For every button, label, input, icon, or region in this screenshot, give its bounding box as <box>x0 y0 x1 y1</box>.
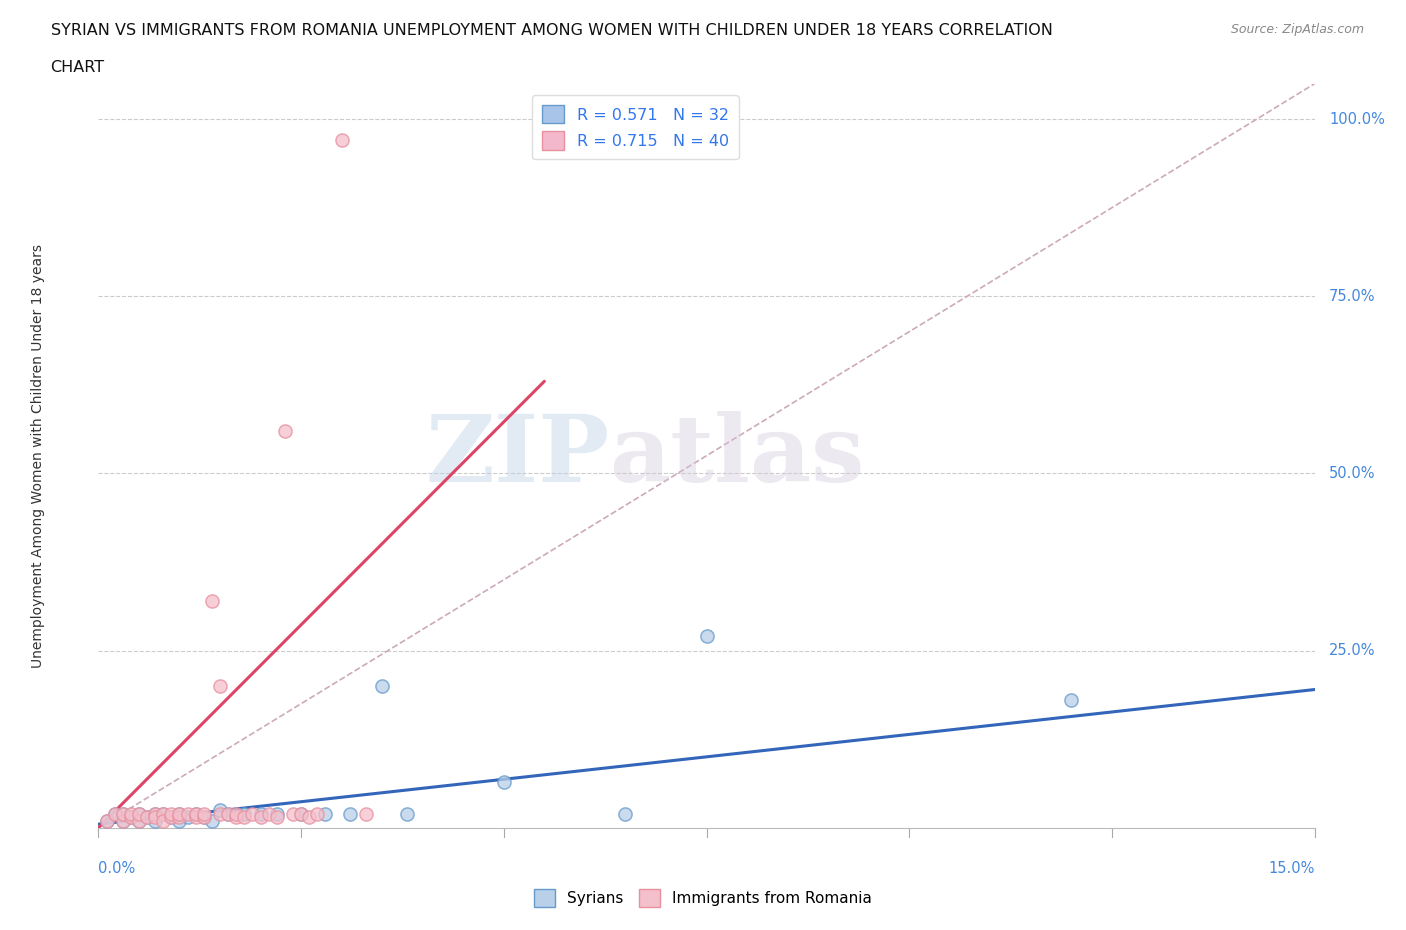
Point <box>136 810 159 825</box>
Point <box>274 423 297 438</box>
Point <box>143 806 166 821</box>
Point <box>111 813 134 828</box>
Point <box>225 806 247 821</box>
Point <box>209 806 232 821</box>
Text: SYRIAN VS IMMIGRANTS FROM ROMANIA UNEMPLOYMENT AMONG WOMEN WITH CHILDREN UNDER 1: SYRIAN VS IMMIGRANTS FROM ROMANIA UNEMPL… <box>51 23 1053 38</box>
Point <box>152 813 174 828</box>
Point <box>696 629 718 644</box>
Point <box>614 806 637 821</box>
Point <box>152 806 174 821</box>
Point <box>128 813 150 828</box>
Point <box>209 679 232 694</box>
Text: 15.0%: 15.0% <box>1268 861 1315 876</box>
Point <box>120 806 142 821</box>
Point <box>242 806 264 821</box>
Point <box>169 810 191 825</box>
Point <box>143 813 166 828</box>
Point <box>96 813 118 828</box>
Point <box>169 806 191 821</box>
Point <box>314 806 336 821</box>
Point <box>371 679 394 694</box>
Point <box>152 806 174 821</box>
Point <box>160 806 183 821</box>
Point <box>290 806 312 821</box>
Point <box>201 593 224 608</box>
Point <box>104 806 127 821</box>
Point <box>209 803 232 817</box>
Legend: R = 0.571   N = 32, R = 0.715   N = 40: R = 0.571 N = 32, R = 0.715 N = 40 <box>531 96 738 159</box>
Text: 25.0%: 25.0% <box>1329 643 1375 658</box>
Text: 0.0%: 0.0% <box>98 861 135 876</box>
Point <box>298 810 321 825</box>
Point <box>111 806 134 821</box>
Text: CHART: CHART <box>51 60 104 75</box>
Point <box>395 806 418 821</box>
Point <box>339 806 361 821</box>
Point <box>266 806 288 821</box>
Point <box>184 806 207 821</box>
Point <box>120 810 142 825</box>
Point <box>354 806 377 821</box>
Point <box>217 806 239 821</box>
Point <box>128 806 150 821</box>
Point <box>169 813 191 828</box>
Point <box>193 810 215 825</box>
Point <box>136 810 159 825</box>
Text: 100.0%: 100.0% <box>1329 112 1385 126</box>
Point <box>1060 693 1083 708</box>
Point <box>184 806 207 821</box>
Legend: Syrians, Immigrants from Romania: Syrians, Immigrants from Romania <box>527 884 879 913</box>
Point <box>217 806 239 821</box>
Point <box>160 810 183 825</box>
Text: ZIP: ZIP <box>425 411 609 500</box>
Point <box>111 806 134 821</box>
Point <box>257 806 280 821</box>
Point <box>492 774 515 789</box>
Text: 50.0%: 50.0% <box>1329 466 1375 481</box>
Point <box>290 806 312 821</box>
Point <box>143 810 166 825</box>
Point <box>193 810 215 825</box>
Point <box>104 806 127 821</box>
Point <box>176 806 198 821</box>
Point <box>249 810 271 825</box>
Point <box>281 806 304 821</box>
Text: atlas: atlas <box>609 411 865 500</box>
Point <box>184 810 207 825</box>
Point <box>233 810 256 825</box>
Point <box>176 810 198 825</box>
Point <box>193 806 215 821</box>
Point <box>169 806 191 821</box>
Point <box>266 810 288 825</box>
Point <box>143 806 166 821</box>
Text: Unemployment Among Women with Children Under 18 years: Unemployment Among Women with Children U… <box>31 244 45 668</box>
Point <box>225 810 247 825</box>
Point <box>128 813 150 828</box>
Text: 75.0%: 75.0% <box>1329 289 1375 304</box>
Point <box>201 813 224 828</box>
Point <box>160 810 183 825</box>
Point <box>96 813 118 828</box>
Point <box>120 810 142 825</box>
Text: Source: ZipAtlas.com: Source: ZipAtlas.com <box>1230 23 1364 36</box>
Point <box>249 806 271 821</box>
Point <box>330 133 353 148</box>
Point <box>111 813 134 828</box>
Point <box>233 806 256 821</box>
Point <box>128 806 150 821</box>
Point <box>307 806 329 821</box>
